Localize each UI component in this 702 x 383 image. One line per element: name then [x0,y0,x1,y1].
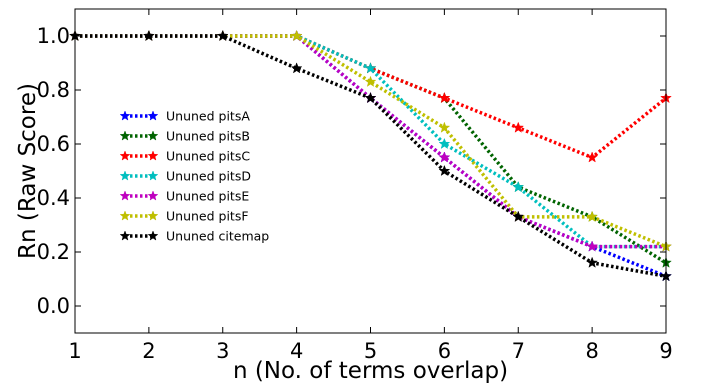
data-point [438,137,451,150]
legend-item: Ununed pitsC [119,149,250,164]
legend-marker [147,230,159,241]
legend-item: Ununed pitsB [119,129,250,144]
legend-marker [119,130,131,141]
data-point [512,121,525,133]
legend-label: Ununed pitsB [166,129,250,144]
legend-label: Ununed pitsA [166,109,250,124]
series-line [75,34,666,249]
data-point [586,210,599,222]
y-tick-label: 0.4 [37,186,70,210]
legend-marker [147,150,159,161]
data-point [438,121,451,133]
legend-marker [147,170,159,181]
data-point [512,180,525,193]
data-point [364,91,377,104]
y-tick-label: 0.6 [37,132,70,156]
legend-item: Ununed citemap [119,229,269,244]
legend-marker [119,150,131,161]
legend-marker [119,210,131,221]
legend-label: Ununed pitsE [166,189,249,204]
y-tick-label: 0.0 [37,294,70,318]
legend-label: Ununed pitsC [166,149,250,164]
x-axis-label: n (No. of terms overlap) [233,358,508,383]
x-tick-label: 6 [438,339,451,363]
data-point [216,29,229,42]
y-tick-label: 0.8 [37,78,70,102]
data-point [586,256,599,268]
x-tick-label: 1 [68,339,81,363]
legend-item: Ununed pitsD [119,169,251,184]
data-point [364,62,377,74]
legend-marker [119,110,131,121]
data-point [290,62,303,74]
data-point [142,29,155,42]
y-tick-label: 0.2 [37,240,70,264]
data-point [512,210,525,222]
legend-label: Ununed pitsF [166,209,249,224]
data-point [438,91,451,104]
legend-marker [147,130,159,141]
legend-marker [147,210,159,221]
legend-item: Ununed pitsF [119,209,249,224]
legend-marker [147,110,159,121]
legend-item: Ununed pitsA [119,109,250,124]
x-tick-label: 7 [512,339,525,363]
legend-label: Ununed pitsD [166,169,251,184]
y-axis-label: Rn (Raw Score) [15,83,41,259]
x-tick-label: 8 [585,339,598,363]
x-tick-label: 9 [659,339,672,363]
legend-marker [119,190,131,201]
legend-marker [119,230,131,241]
series-line [75,34,667,279]
x-tick-label: 5 [364,339,377,363]
x-tick-label: 3 [216,339,229,363]
data-point [290,29,303,42]
data-point [586,151,599,163]
x-tick-label: 4 [290,339,303,363]
data-point [586,240,599,252]
data-point [438,164,451,177]
x-tick-label: 2 [142,339,155,363]
data-point [438,151,451,163]
y-tick-label: 1.0 [37,24,70,48]
legend-marker [119,170,131,181]
legend-label: Ununed citemap [166,229,269,244]
data-point [364,75,377,87]
legend-item: Ununed pitsE [119,189,249,204]
legend: Ununed pitsA Ununed pitsB Ununed pitsC Unun… [119,109,269,244]
legend-marker [147,190,159,201]
series-line [75,34,667,249]
ticks-layer: 1 2 3 4 5 6 7 8 9 0.0 0.2 0.4 0.6 0.8 1.0 [37,9,673,363]
